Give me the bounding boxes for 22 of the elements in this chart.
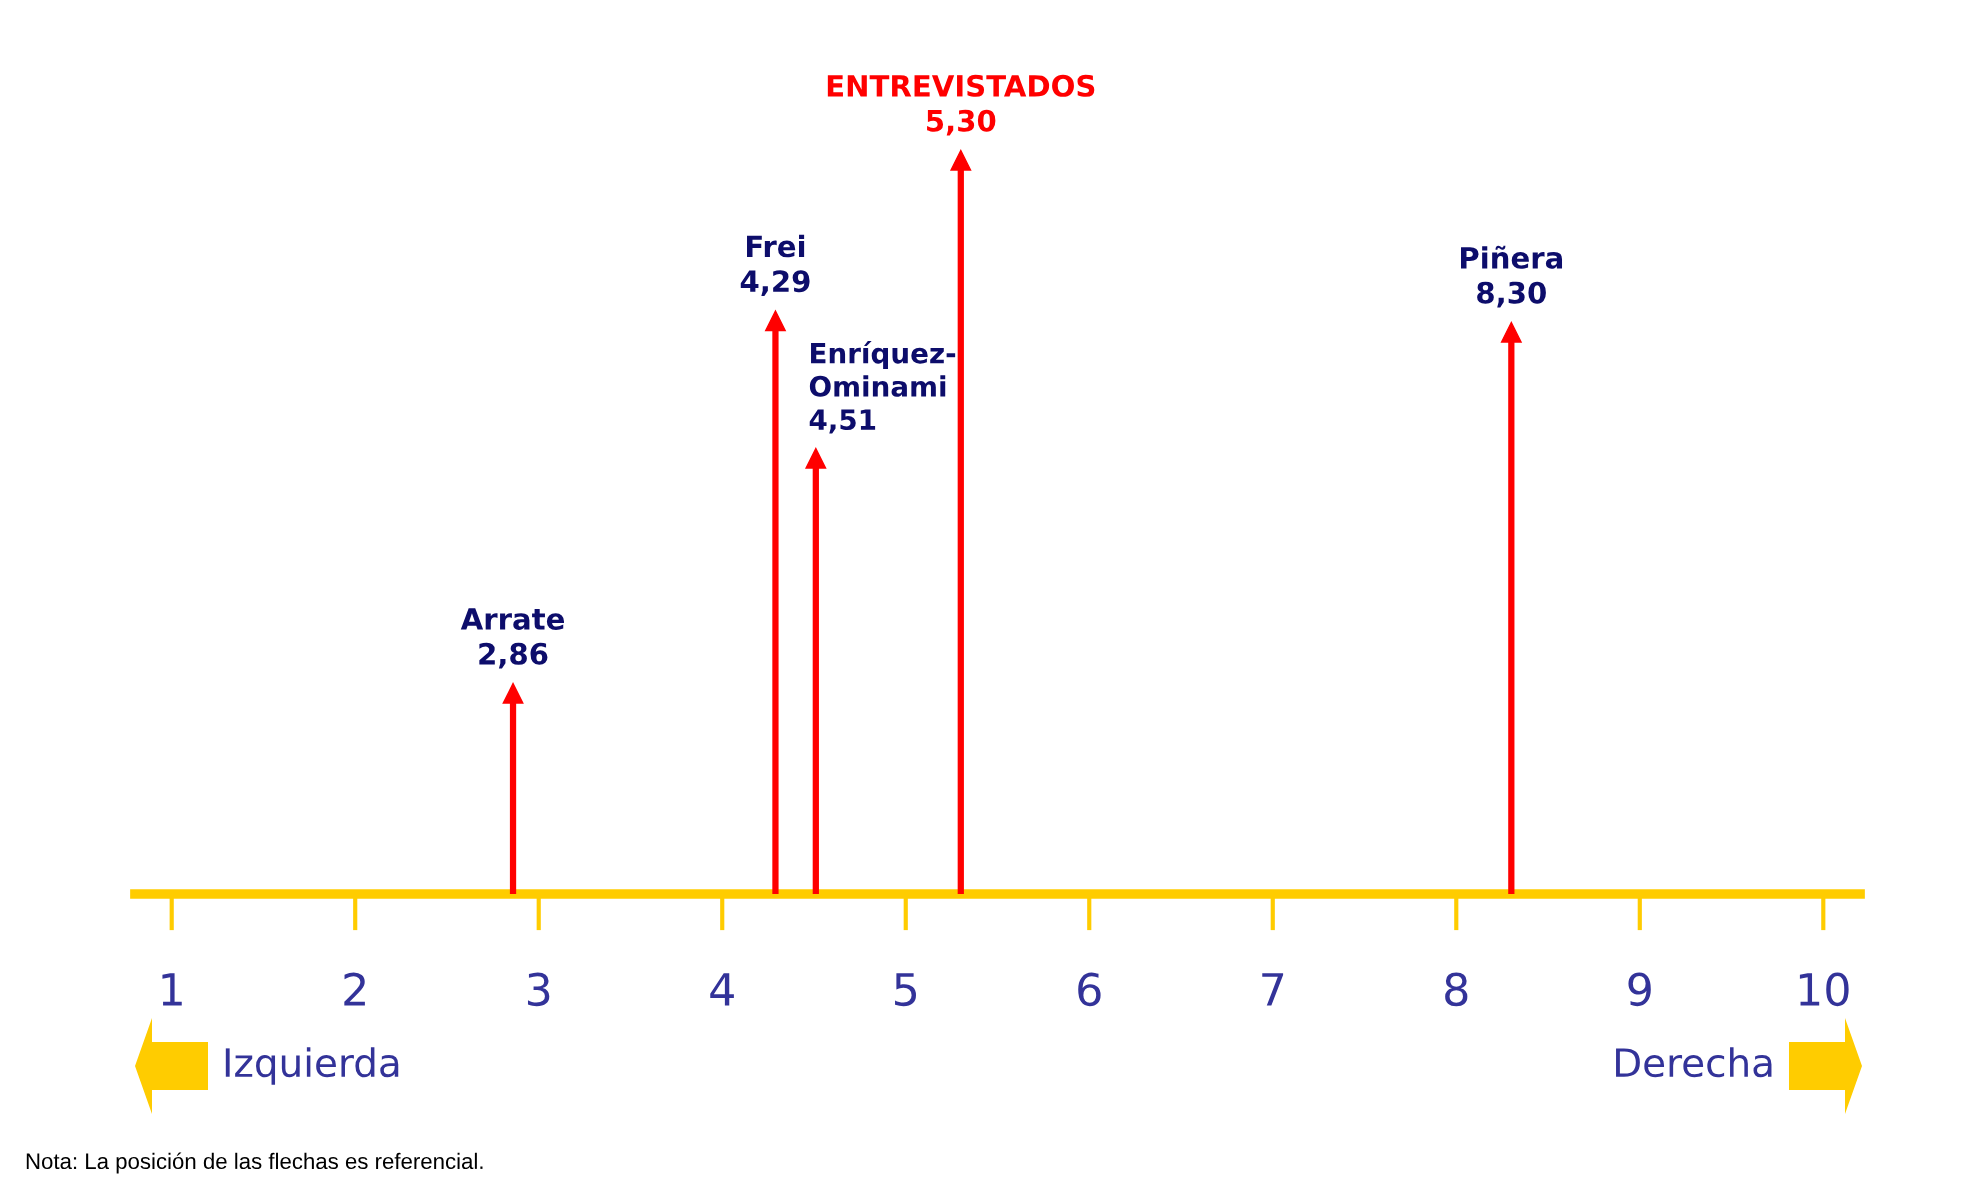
x-tick-label: 6 (1078, 972, 1101, 1007)
x-tick-label: 9 (1628, 972, 1651, 1007)
x-tick-label: 8 (1445, 972, 1468, 1007)
x-tick-label: 7 (1262, 973, 1284, 1006)
x-tick-label: 3 (527, 972, 550, 1007)
text: Izquierda (225, 1047, 399, 1085)
x-tick-label: 2 (344, 972, 365, 1006)
annotation: Arrate 2,86 (460, 608, 564, 669)
point (502, 682, 524, 704)
point (765, 310, 786, 332)
x-tick-label: 10 (1799, 972, 1849, 1007)
text: Derecha (1616, 1047, 1772, 1078)
x-tick-label: 5 (895, 973, 916, 1007)
annotation: Frei 4,29 (740, 234, 810, 296)
point (1500, 321, 1522, 343)
text: Nota: La posición de las flechas es referencial. (26, 1152, 483, 1174)
annotation: Piñera 8,30 (1461, 245, 1563, 308)
point (805, 447, 827, 469)
annotation: Enríquez- Ominami 4,51 (809, 341, 956, 434)
x-tick-label: 1 (162, 973, 182, 1006)
ref-line-label: ENTREVISTADOS 5,30 (827, 74, 1095, 136)
x-tick-label: 4 (710, 973, 734, 1006)
